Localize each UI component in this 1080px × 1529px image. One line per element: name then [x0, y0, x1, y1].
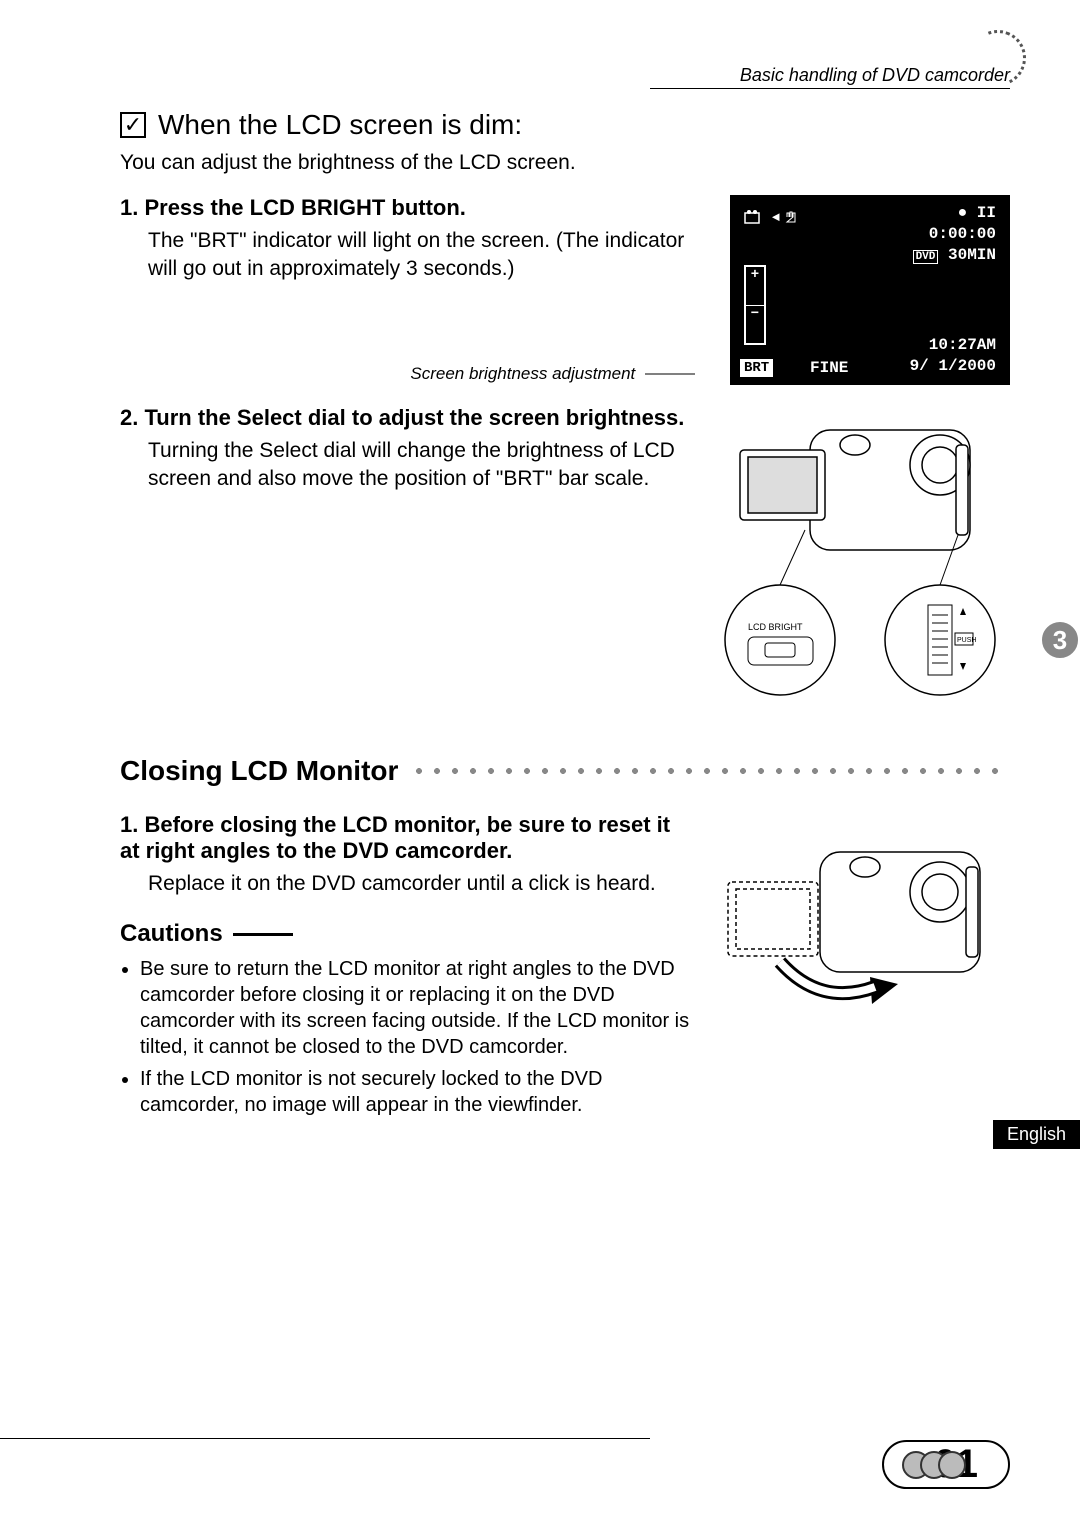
lcd-quality: FINE — [810, 359, 848, 377]
step2-heading: 2. Turn the Select dial to adjust the sc… — [120, 405, 690, 431]
cautions-list: Be sure to return the LCD monitor at rig… — [120, 956, 690, 1118]
closing-step1-body: Replace it on the DVD camcorder until a … — [148, 870, 690, 898]
brightness-minus-icon: − — [746, 306, 764, 344]
intro-text: You can adjust the brightness of the LCD… — [120, 151, 1010, 175]
lcd-screenshot: ◄ ● II 0:00:00 DVD 30MIN + − BRT FINE 10… — [730, 195, 1010, 385]
footer-rule — [0, 1438, 650, 1439]
brightness-plus-icon: + — [746, 267, 764, 306]
lcd-clock: 10:27AM — [910, 335, 996, 356]
closing-title: Closing LCD Monitor — [120, 755, 398, 787]
camcorder-svg: LCD BRIGHT PUSH — [710, 405, 1010, 715]
step1-row: 1. Press the LCD BRIGHT button. The "BRT… — [120, 195, 1010, 385]
caution-item: If the LCD monitor is not securely locke… — [140, 1066, 690, 1118]
closing-svg — [710, 812, 1010, 1042]
lcd-remaining: 30MIN — [948, 246, 996, 264]
language-tab: English — [993, 1120, 1080, 1149]
step2-body: Turning the Select dial will change the … — [148, 437, 690, 494]
closing-step1-heading: 1. Before closing the LCD monitor, be su… — [120, 812, 690, 864]
lcd-timer: 0:00:00 — [913, 224, 996, 245]
step1-text: 1. Press the LCD BRIGHT button. The "BRT… — [120, 195, 710, 384]
step1-heading: 1. Press the LCD BRIGHT button. — [120, 195, 710, 221]
step1-body: The "BRT" indicator will light on the sc… — [148, 227, 710, 284]
camera-icon — [744, 209, 768, 225]
lcd-date: 9/ 1/2000 — [910, 356, 996, 377]
step2-text: 2. Turn the Select dial to adjust the sc… — [120, 405, 690, 494]
decorative-arc-icon — [970, 30, 1020, 80]
cautions-heading: Cautions — [120, 920, 690, 948]
push-label: PUSH — [957, 637, 976, 644]
closing-heading: Closing LCD Monitor — [120, 755, 1010, 787]
dot-leader-icon — [410, 767, 1010, 775]
section-title-dim: ✓ When the LCD screen is dim: — [120, 109, 1010, 141]
rec-indicator: ● II — [913, 203, 996, 224]
closing-text-block: 1. Before closing the LCD monitor, be su… — [120, 812, 690, 1124]
manual-page: Basic handling of DVD camcorder ✓ When t… — [0, 0, 1080, 1529]
lcd-bright-label: LCD BRIGHT — [748, 622, 803, 632]
step2-row: 2. Turn the Select dial to adjust the sc… — [120, 405, 1010, 715]
dvd-badge: DVD — [913, 250, 939, 264]
lcd-datetime: 10:27AM 9/ 1/2000 — [910, 335, 996, 377]
cautions-label: Cautions — [120, 920, 223, 948]
brightness-caption: Screen brightness adjustment — [120, 364, 700, 384]
brightness-bar: + − — [744, 265, 766, 345]
section-title-text: When the LCD screen is dim: — [158, 109, 522, 141]
closing-row: 1. Before closing the LCD monitor, be su… — [120, 812, 1010, 1124]
hand-icon — [784, 210, 798, 224]
brt-label: BRT — [740, 359, 773, 377]
breadcrumb: Basic handling of DVD camcorder — [650, 65, 1010, 89]
closing-illustration — [710, 812, 1010, 1042]
decorative-circle-icon — [938, 1451, 966, 1479]
camcorder-illustration: LCD BRIGHT PUSH — [710, 405, 1010, 715]
caution-item: Be sure to return the LCD monitor at rig… — [140, 956, 690, 1060]
checkbox-icon: ✓ — [120, 112, 146, 138]
page-number: 61 — [912, 1440, 1011, 1489]
cautions-rule-icon — [233, 933, 293, 936]
caption-text: Screen brightness adjustment — [410, 364, 635, 383]
lcd-status-right: ● II 0:00:00 DVD 30MIN — [913, 203, 996, 265]
chapter-badge: 3 — [1040, 620, 1080, 660]
lcd-icons: ◄ — [744, 209, 798, 225]
